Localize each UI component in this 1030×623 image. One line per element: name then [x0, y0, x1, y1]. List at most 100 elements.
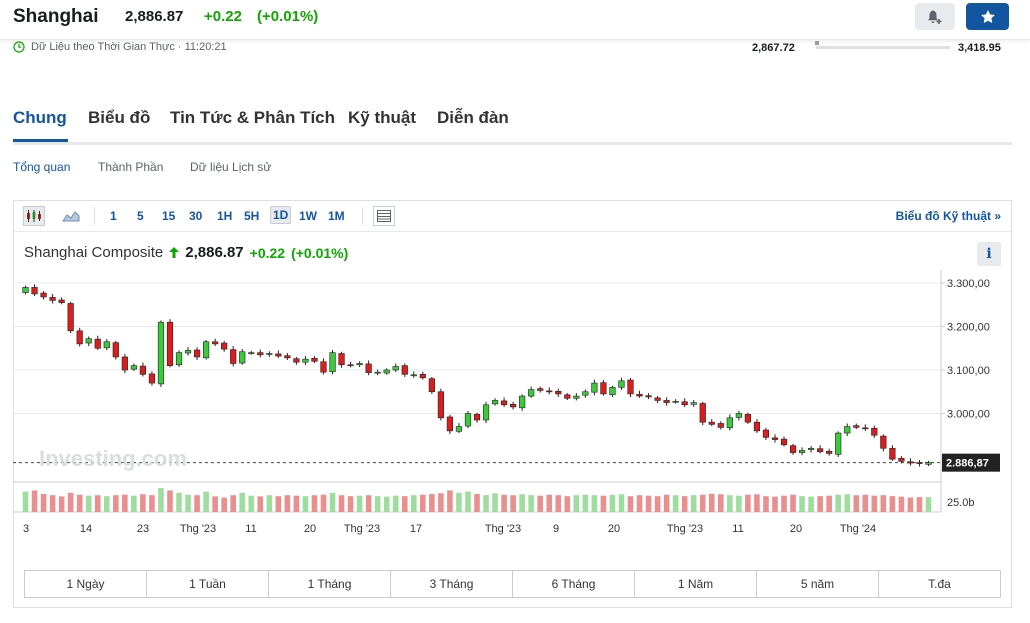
subtab-overview[interactable]: Tổng quan: [13, 160, 71, 174]
volume-bar: [754, 494, 760, 512]
info-icon[interactable]: i: [977, 242, 1001, 266]
tab-chung[interactable]: Chung: [13, 108, 67, 127]
candle-body: [708, 421, 715, 425]
candle-body: [22, 287, 29, 293]
volume-bar: [49, 495, 56, 512]
timeframe-30[interactable]: 30: [189, 209, 203, 223]
volume-bar: [94, 495, 101, 512]
range-6-months[interactable]: 6 Tháng: [513, 571, 635, 597]
volume-bar: [311, 495, 318, 512]
candle-body: [103, 341, 110, 349]
volume-bar: [230, 495, 236, 512]
x-axis: 3 14 23 Thg '23 11 20 Thg '23 17 Thg '23 9 20 Thg '…: [23, 523, 876, 535]
candle-body: [744, 414, 751, 423]
x-tick-label: Thg '23: [180, 523, 216, 535]
volume-bar: [645, 495, 652, 512]
area-chart-icon[interactable]: [60, 206, 82, 226]
candle-body: [889, 447, 896, 460]
candle-body: [392, 366, 399, 371]
quote-header: Shanghai 2,886.87 +0.22 (+0.01%): [0, 0, 1030, 40]
volume-bar: [140, 494, 146, 512]
day-range-bar: [816, 46, 950, 49]
range-1-week[interactable]: 1 Tuần: [147, 571, 269, 597]
candle-body: [600, 382, 607, 395]
volume-bar: [266, 495, 273, 512]
volume-bar: [338, 495, 345, 512]
range-5-years[interactable]: 5 năm: [757, 571, 879, 597]
watermark: Investing.com: [39, 446, 187, 471]
range-1-year[interactable]: 1 Năm: [635, 571, 757, 597]
candle-body: [383, 369, 390, 374]
table-view-icon[interactable]: [373, 206, 395, 226]
candle-body: [780, 438, 788, 446]
candle-body: [31, 287, 38, 295]
volume-bar: [690, 495, 697, 512]
range-max[interactable]: T.đa: [928, 577, 951, 591]
chart-toolbar: 1 5 15 30 1H 5H 1D 1W 1M Biểu đồ Kỹ thuậ…: [14, 201, 1011, 232]
subtab-historical[interactable]: Dữ liệu Lịch sử: [190, 160, 272, 174]
realtime-status: Dữ Liệu theo Thời Gian Thực · 11:20:21: [13, 41, 227, 53]
candle-body: [537, 388, 544, 391]
candlestick-icon[interactable]: [23, 206, 45, 226]
volume-bar: [880, 495, 887, 512]
tab-ky-thuat[interactable]: Kỹ thuật: [348, 108, 416, 127]
tab-tin-tuc[interactable]: Tin Tức & Phân Tích: [170, 108, 336, 127]
tab-bieu-do[interactable]: Biểu đồ: [88, 108, 151, 127]
volume-bar: [699, 494, 706, 512]
candle-body: [239, 351, 246, 364]
timeframe-5h[interactable]: 5H: [244, 209, 260, 223]
candle-body: [464, 413, 472, 427]
candle-body: [826, 451, 833, 454]
price-chart: Investing.com 3.300,003.200,003.100,003.…: [13, 270, 1000, 535]
table-glyph: [377, 210, 391, 222]
candle-body: [266, 353, 273, 355]
candle-body: [564, 394, 571, 399]
candle-body: [76, 330, 83, 345]
volume-bar: [302, 496, 309, 512]
volume-bar: [510, 495, 516, 512]
volume-bar: [618, 494, 625, 512]
add-watchlist-button[interactable]: [966, 3, 1009, 30]
timeframe-5[interactable]: 5: [137, 209, 144, 223]
volume-bar: [257, 496, 264, 512]
active-tab-indicator: [13, 139, 68, 142]
y-tick-label: 3.000,00: [947, 408, 990, 420]
timeframe-1m[interactable]: 1M: [328, 209, 345, 223]
range-3-months[interactable]: 3 Tháng: [391, 571, 513, 597]
candle-body: [293, 358, 300, 363]
day-range-marker: [815, 41, 819, 45]
volume-bar: [600, 495, 607, 512]
timeframe-1d[interactable]: 1D: [270, 206, 292, 224]
range-1-month[interactable]: 1 Tháng: [269, 571, 391, 597]
volume-bar: [627, 496, 634, 512]
range-1-day[interactable]: 1 Ngày: [25, 571, 147, 597]
candle-body: [555, 391, 562, 395]
volume-bar: [103, 496, 110, 512]
candle-body: [835, 432, 842, 455]
instrument-title: Shanghai: [13, 6, 99, 27]
chart-heading: Shanghai Composite 2,886.87 +0.22 (+0.01…: [24, 244, 348, 261]
candle-body: [844, 426, 851, 434]
technical-chart-link[interactable]: Biểu đồ Kỹ thuật »: [895, 209, 1001, 223]
candle-body: [654, 397, 661, 401]
toolbar-divider: [362, 207, 363, 225]
timeframe-1w[interactable]: 1W: [299, 209, 317, 223]
subtab-components[interactable]: Thành Phần: [98, 160, 164, 174]
add-alert-button[interactable]: [915, 3, 955, 30]
candle-body: [139, 365, 147, 375]
volume-bar: [835, 494, 841, 512]
volume-bar: [591, 495, 598, 512]
candle-body: [85, 338, 92, 344]
x-tick-label: 17: [410, 523, 422, 535]
timeframe-15[interactable]: 15: [162, 209, 176, 223]
chart-grid: [13, 270, 945, 513]
volume-bar: [519, 494, 525, 512]
last-price-label: 2.886,87: [946, 458, 989, 470]
volume-bar: [718, 494, 724, 512]
tab-dien-dan[interactable]: Diễn đàn: [437, 108, 509, 127]
timeframe-1[interactable]: 1: [110, 209, 117, 223]
timeframe-1h[interactable]: 1H: [217, 209, 233, 223]
volume-bar: [772, 496, 778, 512]
candle-body: [203, 341, 210, 359]
x-tick-label: 20: [304, 523, 316, 535]
